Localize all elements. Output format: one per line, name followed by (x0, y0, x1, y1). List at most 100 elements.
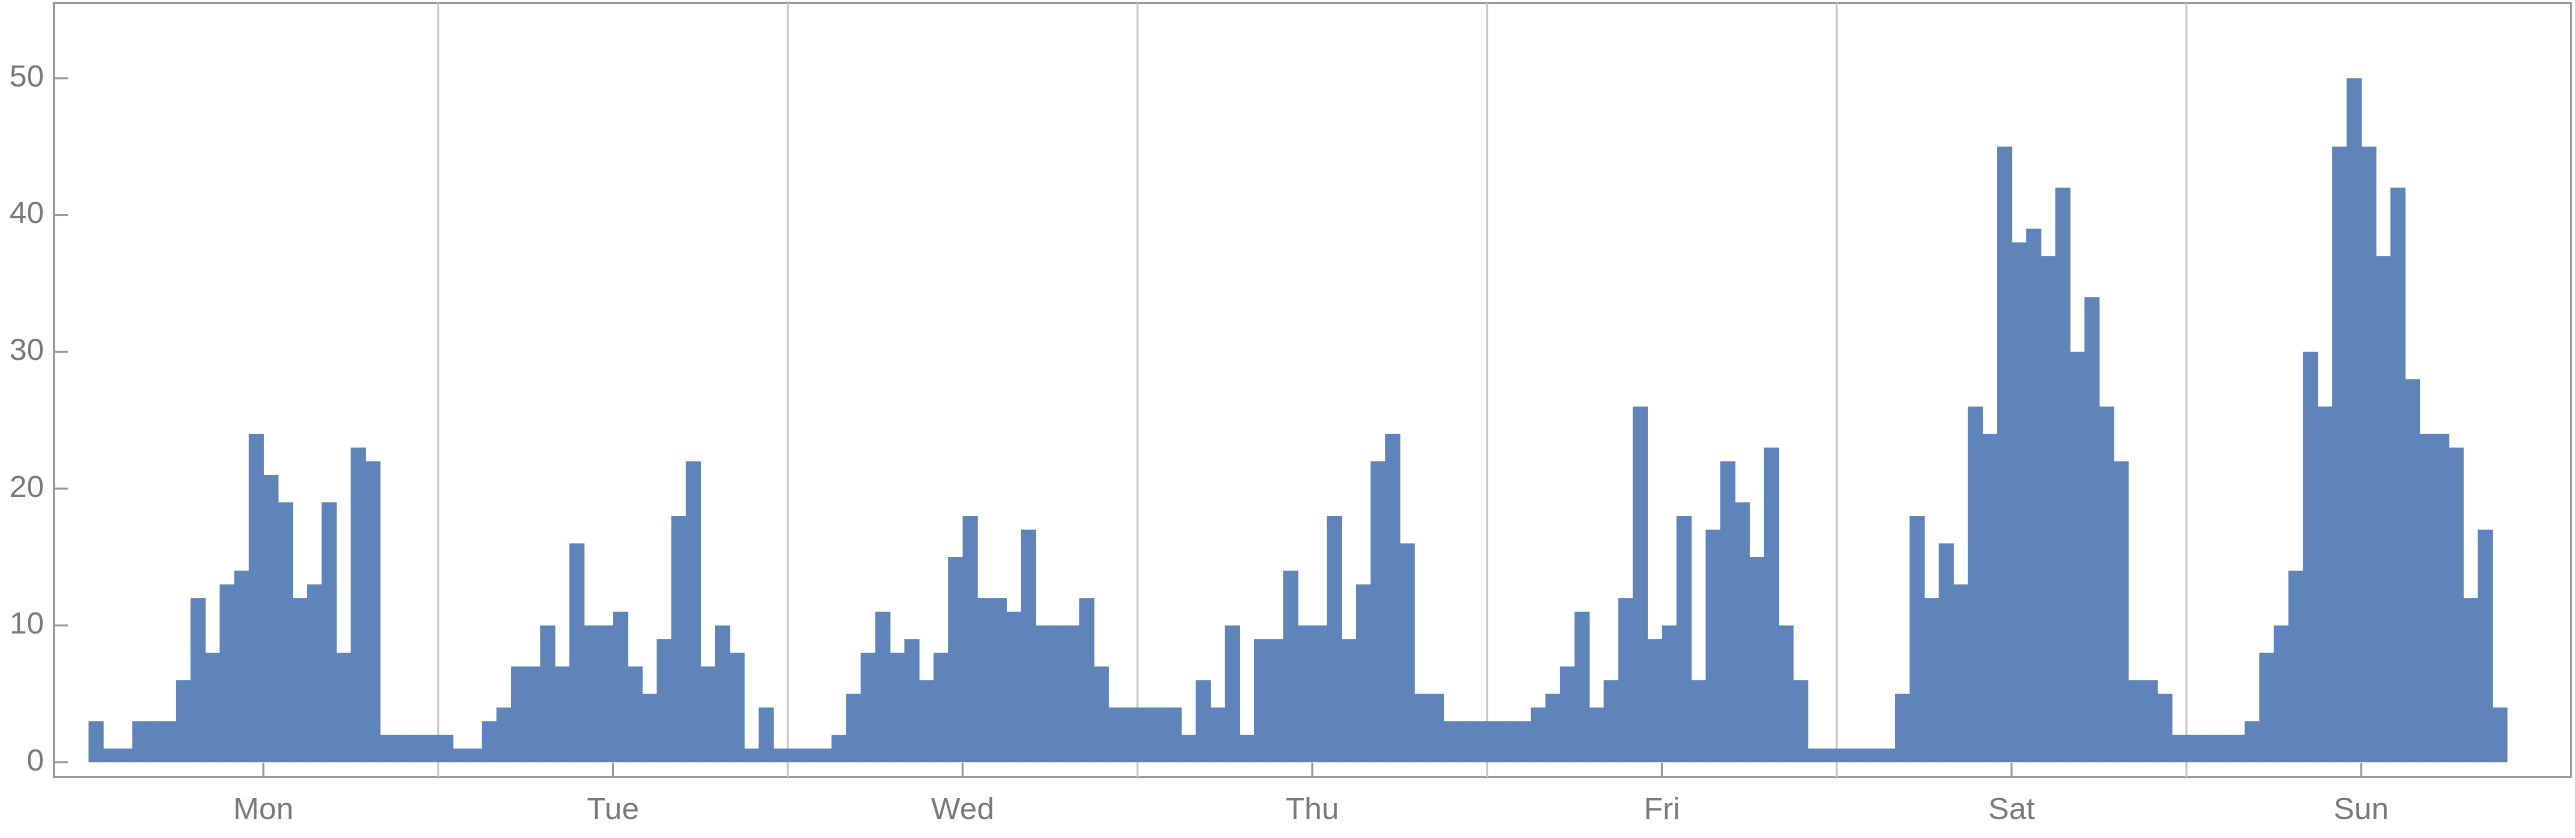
bar (2186, 734, 2202, 763)
bar (1210, 707, 1226, 763)
x-tick-label: Sat (1988, 791, 2035, 826)
bar (146, 721, 162, 763)
bar (1137, 707, 1153, 763)
bar (2448, 447, 2464, 763)
bar (1355, 584, 1372, 763)
bar (525, 666, 541, 763)
bar (962, 515, 978, 763)
bar (714, 625, 731, 763)
bar (292, 598, 308, 763)
bar (1370, 461, 1386, 763)
bar (1880, 748, 1896, 763)
bar (2171, 734, 2187, 763)
bar (2288, 570, 2304, 763)
bar (1822, 748, 1838, 763)
bar (2055, 187, 2071, 763)
bar (2128, 680, 2144, 763)
x-tick-label: Sun (2334, 791, 2389, 826)
bar (1079, 598, 1095, 763)
bar (1997, 146, 2013, 763)
x-tick-label: Tue (587, 791, 639, 826)
bar (1341, 639, 1357, 763)
bar (394, 734, 410, 763)
bar (438, 734, 454, 763)
bar (598, 625, 614, 763)
bar (379, 734, 396, 763)
bar (1006, 611, 1022, 763)
bar (452, 748, 468, 763)
bar (802, 748, 818, 763)
bar (2215, 734, 2231, 763)
bar (2419, 433, 2435, 763)
bar (1938, 543, 1954, 763)
x-tick-label: Fri (1644, 791, 1680, 826)
bar (1720, 461, 1736, 763)
bar (219, 584, 235, 763)
bar (540, 625, 556, 763)
bar (2434, 433, 2450, 763)
bar (277, 502, 294, 763)
bar (1982, 433, 1998, 763)
bar (918, 680, 935, 763)
bar (1035, 625, 1051, 763)
bar (1385, 433, 1401, 763)
bar (2332, 146, 2348, 763)
bar (1676, 515, 1692, 763)
bar (656, 639, 672, 763)
bar (1443, 721, 1459, 763)
bar (1909, 515, 1925, 763)
bar (831, 734, 847, 763)
bar (1399, 543, 1415, 763)
y-tick-label: 20 (10, 469, 44, 504)
bar (1967, 406, 1984, 763)
bar (948, 557, 964, 763)
bar (2477, 529, 2493, 763)
bar (671, 515, 687, 763)
bar (2492, 707, 2508, 763)
x-tick-label: Wed (931, 791, 994, 826)
bar (2200, 734, 2217, 763)
x-tick-label: Thu (1286, 791, 1339, 826)
bar (1472, 721, 1488, 763)
y-tick-label: 30 (10, 332, 44, 367)
bar (875, 611, 891, 763)
bar (307, 584, 323, 763)
bar (2157, 693, 2173, 763)
bar (365, 461, 381, 763)
bar (1603, 680, 1619, 763)
bar (1414, 693, 1430, 763)
bar (2273, 625, 2289, 763)
bar (496, 707, 512, 763)
bar (117, 748, 133, 763)
bar (1691, 680, 1707, 763)
bar (977, 598, 993, 763)
bar (2026, 228, 2042, 763)
bar (583, 625, 600, 763)
bar (889, 652, 905, 763)
bar (1559, 666, 1576, 763)
bar (1093, 666, 1109, 763)
bar (1734, 502, 1750, 763)
bar (336, 652, 352, 763)
bar (1865, 748, 1882, 763)
bar (1152, 707, 1168, 763)
bar (1895, 693, 1911, 763)
bar (1924, 598, 1940, 763)
bar (773, 748, 789, 763)
bar (263, 474, 279, 763)
bar (1108, 707, 1124, 763)
bar (1836, 748, 1852, 763)
bar (1501, 721, 1517, 763)
bar (1763, 447, 1780, 763)
y-tick-label: 10 (10, 606, 44, 641)
bar (234, 570, 250, 763)
bar (1166, 707, 1182, 763)
bar (205, 652, 221, 763)
bar (1807, 748, 1823, 763)
bar (409, 734, 425, 763)
y-tick-label: 0 (27, 742, 44, 777)
bar (1428, 693, 1444, 763)
bar (2302, 351, 2319, 763)
bar (2040, 256, 2056, 763)
